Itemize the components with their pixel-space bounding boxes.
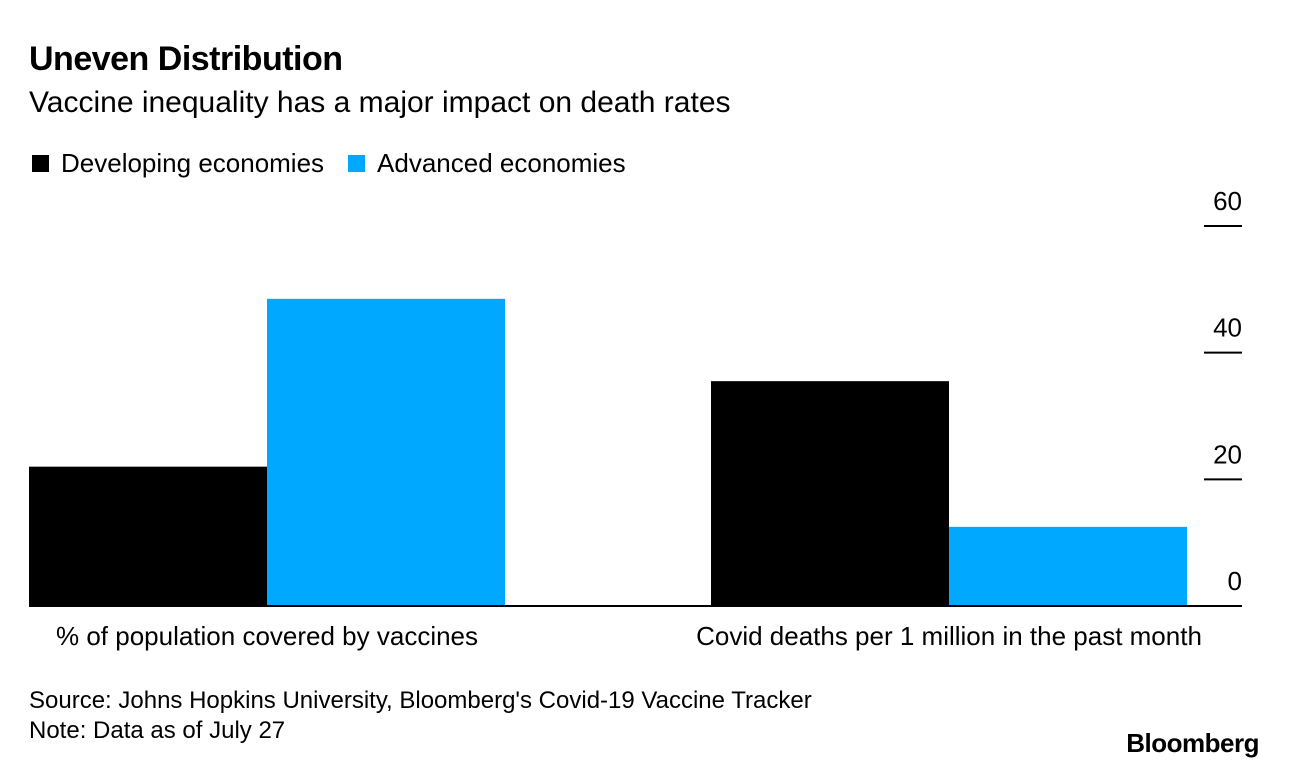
chart-title: Uneven Distribution bbox=[29, 40, 343, 78]
legend-item-advanced: Advanced economies bbox=[348, 148, 626, 179]
bar-advanced-1 bbox=[949, 526, 1187, 606]
bar-developing-1 bbox=[711, 381, 949, 606]
legend-item-developing: Developing economies bbox=[32, 148, 324, 179]
legend-label-advanced: Advanced economies bbox=[377, 148, 626, 178]
bar-developing-0 bbox=[29, 466, 267, 606]
y-tick-label-0: 0 bbox=[1228, 566, 1242, 596]
y-tick-label-20: 20 bbox=[1213, 439, 1242, 469]
x-category-label-0: % of population covered by vaccines bbox=[56, 621, 478, 651]
legend-label-developing: Developing economies bbox=[61, 148, 325, 178]
chart-subtitle: Vaccine inequality has a major impact on… bbox=[29, 86, 731, 119]
y-tick-label-40: 40 bbox=[1213, 313, 1242, 343]
bloomberg-logo: Bloomberg bbox=[1126, 728, 1259, 758]
legend: Developing economies Advanced economies bbox=[32, 148, 650, 179]
y-tick-label-60: 60 bbox=[1213, 186, 1242, 216]
legend-swatch-developing bbox=[32, 155, 49, 172]
source-text: Source: Johns Hopkins University, Bloomb… bbox=[29, 687, 812, 714]
x-category-label-1: Covid deaths per 1 million in the past m… bbox=[696, 621, 1202, 651]
bar-chart: 0 20 40 60 % of population covered by vaccin… bbox=[29, 186, 1242, 651]
legend-swatch-advanced bbox=[348, 155, 366, 172]
bar-advanced-0 bbox=[267, 298, 505, 606]
note-text: Note: Data as of July 27 bbox=[29, 717, 286, 744]
source-block: Source: Johns Hopkins University, Bloomb… bbox=[29, 686, 812, 746]
